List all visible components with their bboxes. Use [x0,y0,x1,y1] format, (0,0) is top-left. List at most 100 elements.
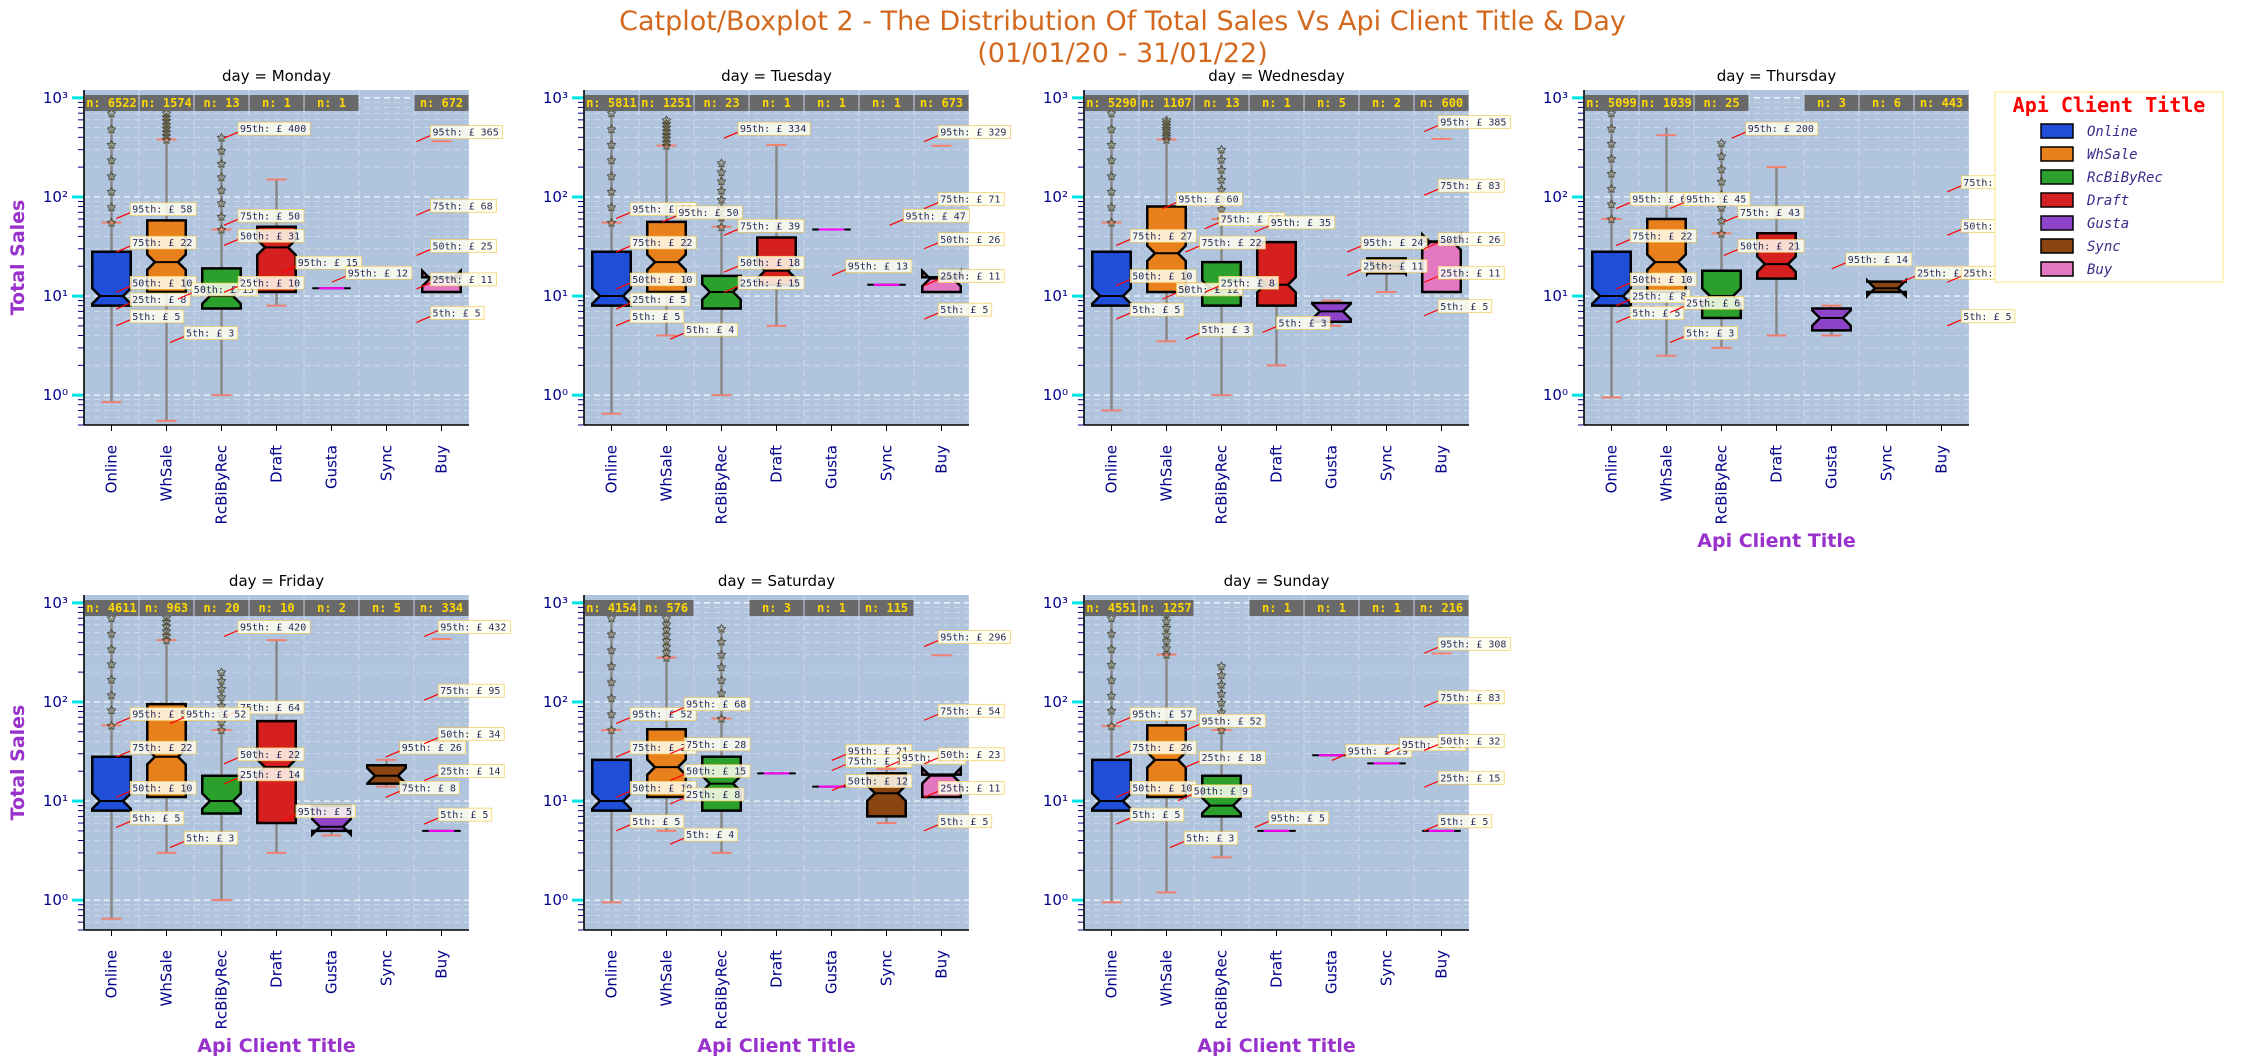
x-tick-label: RcBiByRec [1213,950,1231,1030]
outlier-marker: ✩ [1217,183,1226,196]
annotation-box [1745,121,1819,136]
legend-label: Online [2087,124,2138,140]
annotation-box [629,309,685,324]
box-rcbibyrec [1701,269,1742,320]
annotation-box [937,814,993,829]
annotation-label: 5th: £ 3 [186,329,234,340]
annotation-arrow [416,134,431,143]
annotation-label: 5th: £ 5 [632,817,680,828]
annotation-box [1629,272,1697,287]
annotation-box [295,255,363,270]
outlier-marker: ✩ [607,107,616,120]
annotation-arrow [423,773,439,782]
y-tick-label: 10² [1043,188,1068,206]
annotation-label: 5th: £ 5 [440,810,488,821]
annotation-arrow [923,201,939,210]
annotation-arrow [1185,332,1200,340]
annotation-arrow [1423,124,1439,133]
outlier-marker: ✩ [1162,628,1171,641]
annotation-label: 95th: £ 334 [740,124,806,135]
x-tick-label: Buy [933,445,951,474]
annotation-arrow [1423,188,1439,196]
annotation-arrow [1169,840,1185,849]
y-tick-label: 10² [1043,693,1068,711]
legend-swatch [2040,238,2074,254]
outlier-marker: ✩ [717,221,726,234]
annotation-label: 25th: £ 8 [1632,292,1686,303]
x-tick-label: RcBiByRec [713,950,731,1030]
annotation-arrow [923,757,939,765]
x-tick-label: Buy [1433,950,1451,979]
annotation-box [1199,713,1266,728]
count-label: n: 2 [1372,96,1401,110]
annotation-box [183,831,239,845]
outlier-marker: ✩ [162,111,171,124]
legend-swatch [2040,192,2074,208]
outlier-marker: ✩ [107,138,116,151]
outlier-marker: ✩ [607,628,616,641]
outlier-marker: ✩ [217,210,226,223]
annotation-arrow [1204,222,1219,230]
count-label: n: 4551 [1086,601,1137,615]
count-box [1914,95,1969,111]
panel-title: day = Tuesday [721,67,832,85]
annotation-box [1437,734,1505,748]
annotation-label: 95th: £ 420 [240,623,306,634]
count-box [1359,95,1414,111]
count-box [804,95,859,111]
annotation-arrow [423,629,439,638]
x-tick-label: RcBiByRec [713,445,731,525]
outlier-marker: ✩ [1162,122,1171,135]
count-label: n: 10 [258,601,294,615]
annotation-box [1129,269,1197,283]
annotation-arrow [1669,305,1685,313]
annotation-label: 75th: £ 43 [1740,208,1800,219]
count-label: n: 672 [420,96,463,110]
outlier-marker: ✩ [662,118,671,131]
count-box [1084,95,1139,111]
annotation-arrow [115,212,131,220]
y-tick-label: 10¹ [43,287,68,305]
annotation-label: 75th: £ 50 [240,211,300,222]
outlier-marker: ✩ [1607,213,1616,226]
outlier-marker: ✩ [607,138,616,151]
annotation-box [1199,235,1266,250]
outlier-marker: ✩ [662,618,671,631]
annotation-label: 95th: £ 58 [132,710,192,721]
count-label: n: 4611 [86,601,137,615]
annotation-arrow [1262,325,1277,334]
outlier-marker: ✩ [107,107,116,120]
annotation-box [1276,316,1331,330]
annotation-label: 75th: £ 71 [940,195,1000,206]
annotation-label: 5th: £ 5 [433,308,481,319]
annotation-box [129,740,197,755]
annotation-label: 75th: £ 83 [1440,181,1500,192]
annotation-arrow [385,790,400,798]
outlier-marker: ✩ [162,122,171,135]
outlier-marker: ✩ [1717,163,1726,176]
outlier-marker: ✩ [662,640,671,653]
annotation-box [1437,265,1505,280]
annotation-label: 95th: £ 5 [1271,813,1325,824]
outlier-marker: ✩ [1107,720,1116,733]
annotation-label: 75th: £ 76 [1963,178,2023,189]
annotation-arrow [669,837,685,845]
x-tick-label: Sync [878,950,896,986]
panel-title: day = Saturday [718,572,835,590]
annotation-arrow [923,279,939,287]
annotation-box [437,620,511,634]
legend-box [1994,91,2224,283]
annotation-label: 75th: £ 22 [632,743,692,754]
annotation-label: 50th: £ 10 [132,783,192,794]
annotation-box [676,205,743,220]
annotation-box [629,292,691,307]
outlier-marker: ✩ [1107,612,1116,625]
annotation-arrow [1331,753,1347,762]
annotation-arrow [1423,780,1439,788]
annotation-label: 95th: £ 60 [1632,195,1692,206]
annotation-arrow [1423,242,1439,250]
x-tick-label: RcBiByRec [213,445,231,525]
box-online [91,755,132,812]
annotation-box [937,780,1005,795]
x-tick-label: Draft [768,445,786,483]
